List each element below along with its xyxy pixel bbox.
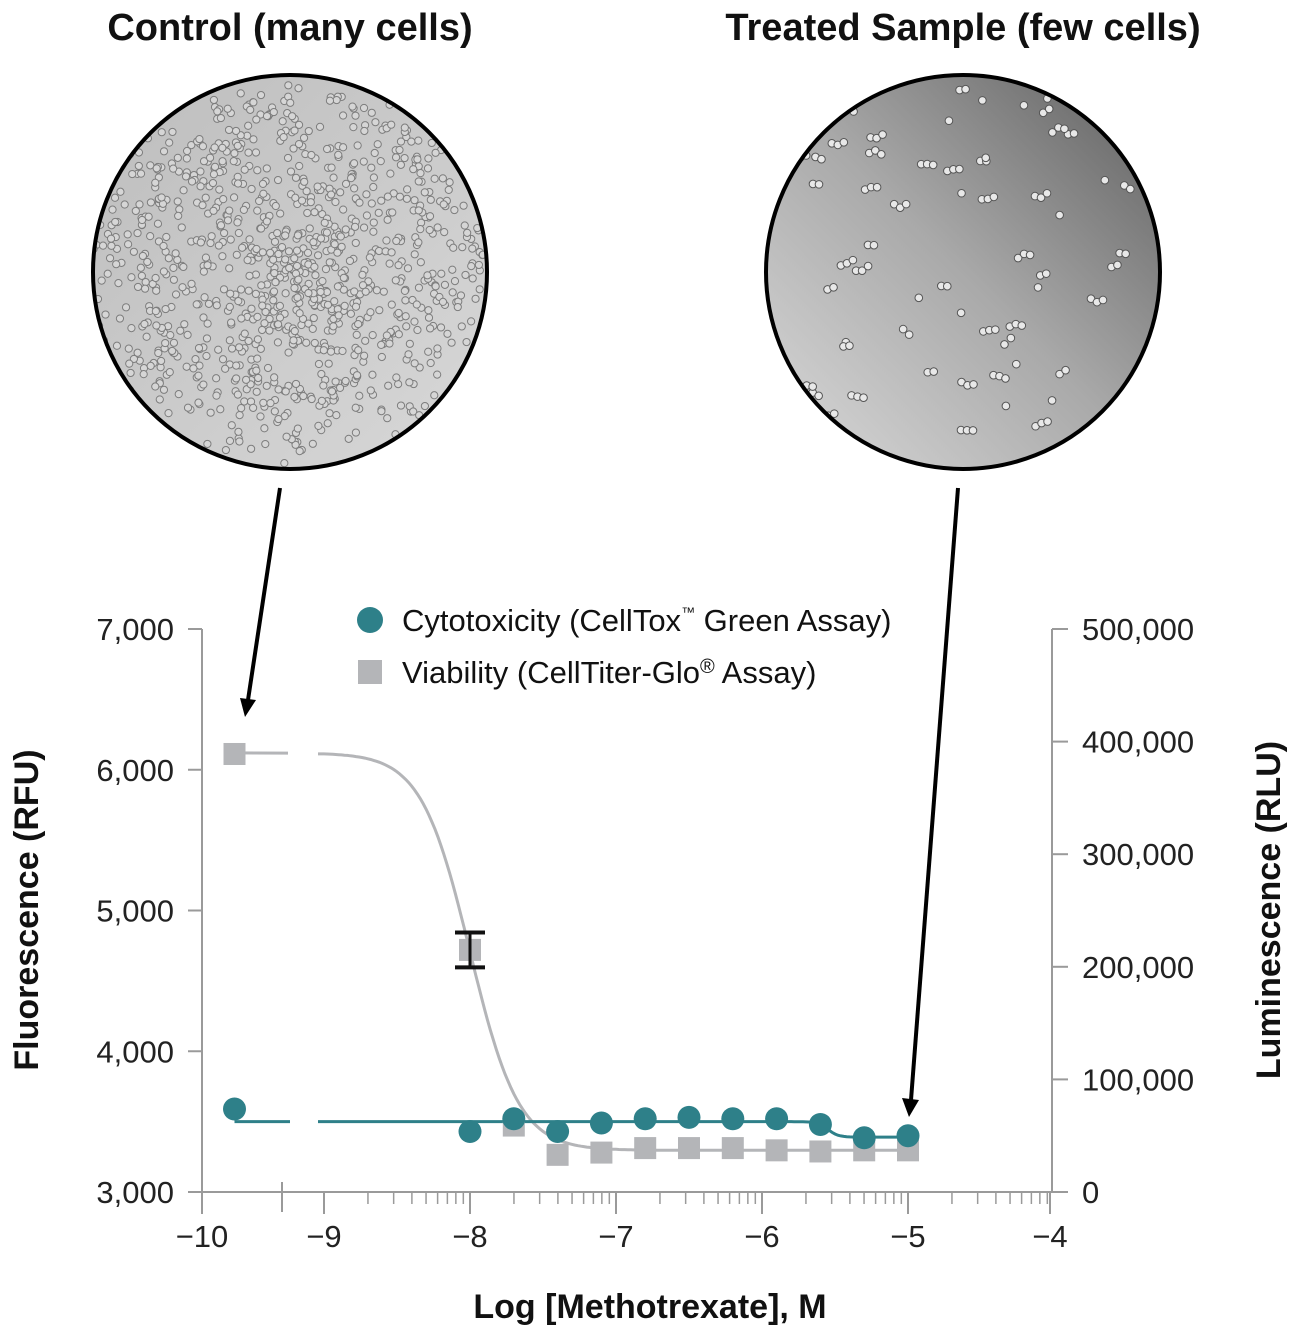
viability-point: [590, 1141, 613, 1164]
viability-point: [223, 742, 246, 765]
y2-tick-label: 100,000: [1082, 1062, 1194, 1097]
x-tick-label: −8: [452, 1219, 487, 1254]
y2-tick-label: 200,000: [1082, 950, 1194, 985]
y-axis-label: Fluorescence (RFU): [8, 749, 46, 1070]
x-tick-label: −7: [598, 1219, 633, 1254]
treated-arrow: [902, 487, 960, 1117]
cytotoxicity-point: [223, 1097, 246, 1121]
x-tick-label: −5: [890, 1219, 925, 1254]
y2-tick-label: 500,000: [1082, 612, 1194, 647]
control-arrow: [240, 487, 282, 717]
viability-point: [809, 1140, 832, 1163]
viability-point: [678, 1137, 700, 1160]
viability-point: [634, 1137, 657, 1160]
cytotoxicity-point: [896, 1124, 920, 1148]
y-tick-label: 6,000: [96, 753, 174, 788]
y2-axis-label: Luminescence (RLU): [1250, 741, 1288, 1079]
control-title: Control (many cells): [107, 7, 472, 49]
y-tick-label: 3,000: [96, 1175, 174, 1210]
cytotoxicity-point: [721, 1107, 745, 1131]
cytotoxicity-point: [677, 1105, 701, 1129]
x-tick-label: −9: [306, 1219, 341, 1254]
y2-tick-label: 400,000: [1082, 725, 1194, 760]
control-micrograph: [91, 73, 489, 471]
y-tick-label: 5,000: [96, 894, 174, 929]
y-tick-label: 7,000: [96, 612, 174, 647]
x-tick-label: −6: [744, 1219, 779, 1254]
x-axis-label: Log [Methotrexate], M: [473, 1288, 826, 1326]
cytotoxicity-point: [852, 1126, 876, 1150]
legend-viability: Viability (CellTiter-Glo® Assay): [402, 655, 816, 690]
cytotoxicity-fit-curve: [317, 1120, 906, 1139]
viability-point: [765, 1139, 788, 1162]
cytotoxicity-point: [502, 1107, 526, 1131]
cytotoxicity-point: [633, 1107, 657, 1131]
y-tick-label: 4,000: [96, 1034, 174, 1069]
cytotoxicity-point: [546, 1119, 570, 1143]
treated-micrograph: [764, 73, 1162, 471]
y2-tick-label: 300,000: [1082, 837, 1194, 872]
x-tick-label: −10: [176, 1219, 229, 1254]
y2-tick-label: 0: [1082, 1175, 1099, 1210]
legend-circle-icon: [357, 607, 383, 633]
treated-title: Treated Sample (few cells): [725, 7, 1200, 49]
legend-cytotoxicity: Cytotoxicity (CellTox™ Green Assay): [402, 603, 891, 638]
cytotoxicity-point: [458, 1119, 482, 1143]
legend-square-icon: [358, 660, 382, 684]
cytotoxicity-point: [765, 1107, 789, 1131]
viability-point: [721, 1137, 744, 1160]
viability-point: [546, 1143, 569, 1166]
viability-fit-curve: [317, 752, 906, 1152]
x-tick-label: −4: [1032, 1219, 1067, 1254]
cytotoxicity-point: [808, 1112, 832, 1136]
legend: Cytotoxicity (CellTox™ Green Assay) Viab…: [357, 603, 891, 690]
cytotoxicity-point: [589, 1111, 613, 1135]
